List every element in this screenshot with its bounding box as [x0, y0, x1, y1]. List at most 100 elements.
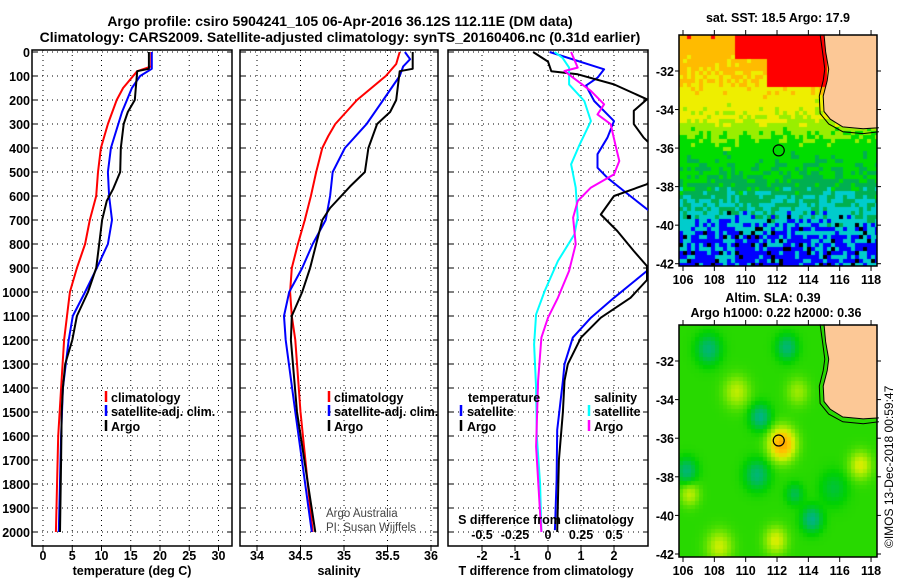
s-difference-axis-label: S difference from climatology: [458, 513, 634, 527]
depth-tick-label: 300: [9, 118, 30, 132]
legend-title-salinity: salinity: [594, 391, 637, 405]
sla-map-title-2: Argo h1000: 0.22 h2000: 0.36: [691, 306, 862, 320]
legend-label-satellite: satellite-adj. clim.: [111, 405, 215, 419]
lat-tick-label: -34: [656, 394, 674, 408]
s-diff-tick-label: 0.25: [569, 528, 593, 542]
legend-label-s-argo: Argo: [594, 420, 624, 434]
x-tick-label: -1: [509, 549, 520, 563]
series-t-argo: [532, 51, 648, 533]
sst-map: 106 108 110 112 114 116 118 -32 -34 -36 -38 -40 -42: [656, 30, 881, 287]
x-tick-label: -2: [476, 549, 487, 563]
legend-title-temperature: temperature: [468, 391, 540, 405]
legend-label-satellite: satellite-adj. clim.: [334, 405, 438, 419]
depth-tick-label: 1700: [2, 454, 30, 468]
lon-tick-label: 114: [798, 564, 818, 578]
series-group: [532, 51, 648, 533]
series-s-argo: [535, 51, 621, 533]
lon-tick-label: 112: [767, 273, 787, 287]
temperature-legend: climatology satellite-adj. clim. Argo: [104, 391, 215, 434]
title-line-1: Argo profile: csiro 5904241_105 06-Apr-2…: [107, 13, 572, 29]
series-t-satellite: [549, 51, 648, 531]
series-satellite-adj-clim-: [283, 51, 412, 533]
depth-tick-label: 800: [9, 238, 30, 252]
x-tick-label: 15: [124, 549, 138, 563]
depth-tick-label: 2000: [2, 526, 30, 540]
salinity-panel: 34 34.5 35 35.5 36: [239, 49, 439, 563]
x-tick-label: 30: [212, 549, 226, 563]
depth-tick-label: 1500: [2, 406, 30, 420]
x-tick-label: 5: [69, 549, 76, 563]
lat-tick-label: -36: [656, 142, 674, 156]
x-tick-label: 34.5: [288, 549, 312, 563]
depth-tick-label: 1300: [2, 358, 30, 372]
x-tick-label: 36: [424, 549, 438, 563]
depth-contour: [818, 34, 879, 135]
map-frame: [678, 324, 878, 558]
title-line-2: Climatology: CARS2009. Satellite-adjuste…: [40, 29, 641, 45]
depth-tick-label: 400: [9, 142, 30, 156]
x-tick-label: 35: [337, 549, 351, 563]
sla-map-title-1: Altim. SLA: 0.39: [725, 291, 820, 305]
lat-tick-label: -38: [656, 471, 674, 485]
lon-tick-label: 118: [861, 564, 881, 578]
lon-tick-label: 114: [798, 273, 818, 287]
sla-map: 106 108 110 112 114 116 118 -32 -34 -36 -38 -40 -42: [656, 320, 881, 578]
x-tick-label: 0: [40, 549, 47, 563]
x-tick-label: 10: [95, 549, 109, 563]
depth-tick-label: 100: [9, 70, 30, 84]
lat-tick-label: -42: [656, 548, 674, 562]
legend-label-t-satellite: satellite: [467, 405, 514, 419]
sla-map-raster: [679, 325, 877, 557]
copyright-timestamp: ©IMOS 13-Dec-2018 00:59:47: [882, 385, 896, 548]
series-argo: [59, 52, 150, 533]
argo-position-marker: [772, 434, 785, 447]
x-tick-label: 34: [250, 549, 264, 563]
x-tick-label: 2: [611, 549, 618, 563]
panel-frame: [239, 49, 439, 547]
lon-tick-label: 108: [704, 564, 725, 578]
temperature-axis-label: temperature (deg C): [73, 564, 192, 578]
salinity-legend: climatology satellite-adj. clim. Argo: [327, 391, 438, 434]
depth-tick-label: 1100: [3, 310, 30, 324]
series-s-satellite: [533, 51, 592, 533]
legend-label-climatology: climatology: [334, 391, 404, 405]
depth-tick-label: 600: [9, 190, 30, 204]
depth-tick-label: 0: [23, 46, 30, 60]
coastline: [822, 34, 879, 130]
depth-contour: [818, 324, 879, 425]
legend-label-s-satellite: satellite: [594, 405, 641, 419]
temperature-panel: 0100200300400500600700800900100011001200…: [2, 46, 233, 563]
x-tick-label: 1: [578, 549, 585, 563]
legend-label-climatology: climatology: [111, 391, 181, 405]
s-diff-tick-label: 0.5: [605, 528, 622, 542]
lon-tick-label: 110: [736, 564, 756, 578]
lon-tick-label: 116: [830, 564, 850, 578]
lon-tick-label: 118: [861, 273, 881, 287]
depth-tick-label: 1800: [2, 478, 30, 492]
depth-tick-label: 1000: [2, 286, 30, 300]
s-diff-tick-label: -0.5: [471, 528, 493, 542]
s-diff-tick-label: 0: [545, 528, 552, 542]
salinity-axis-label: salinity: [317, 564, 360, 578]
coastline: [822, 324, 879, 420]
map-frame: [678, 34, 878, 267]
t-difference-axis-label: T difference from climatology: [458, 564, 633, 578]
series-group: [54, 52, 153, 533]
lat-tick-label: -40: [656, 219, 674, 233]
depth-tick-label: 1200: [2, 334, 30, 348]
series-climatology: [289, 51, 401, 533]
depth-tick-label: 1900: [2, 502, 30, 516]
lat-tick-label: -34: [656, 104, 674, 118]
difference-panel: -2 -1 0 1 2 -0.5 -0.25 0 0.25 0.5: [447, 49, 649, 563]
argo-position-marker: [772, 144, 785, 157]
lat-tick-label: -40: [656, 509, 674, 523]
difference-legend: temperature satellite Argo salinity sate…: [459, 391, 641, 434]
credit-line-2: PI: Susan Wijffels: [326, 522, 416, 534]
lon-tick-label: 106: [673, 564, 694, 578]
lat-tick-label: -42: [656, 258, 674, 272]
lat-tick-label: -32: [656, 355, 674, 369]
panel-frame: [447, 49, 649, 547]
x-tick-label: 0: [545, 549, 552, 563]
depth-tick-label: 700: [9, 214, 30, 228]
